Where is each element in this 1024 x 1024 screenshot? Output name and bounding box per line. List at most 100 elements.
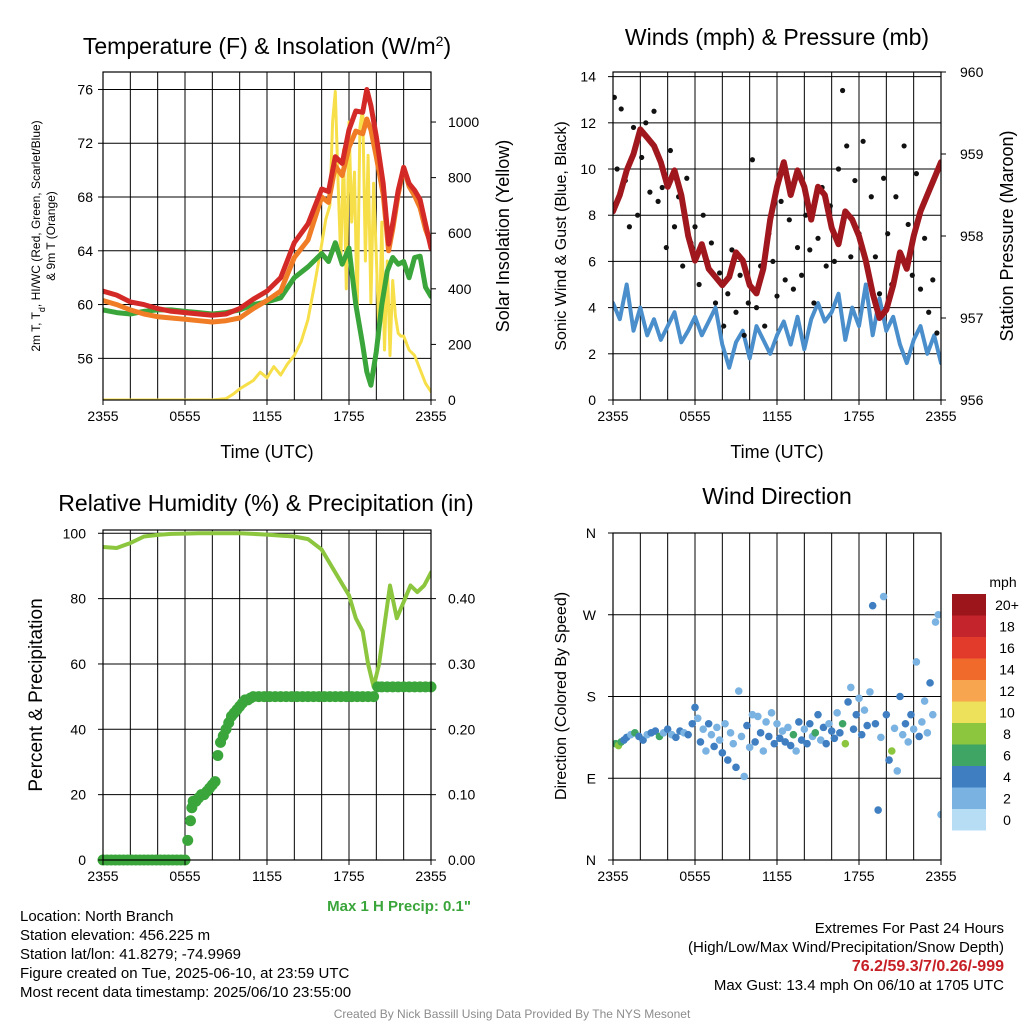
y-tick-label: 60 — [77, 297, 93, 313]
direction-point — [904, 738, 912, 746]
gust-point — [881, 175, 887, 181]
station-location: Location: North Branch — [20, 908, 174, 925]
legend-swatch — [952, 787, 986, 809]
direction-point — [816, 736, 825, 744]
gust-point — [614, 166, 620, 172]
y-tick-label: 40 — [70, 721, 86, 737]
direction-point — [931, 618, 940, 626]
y-tick-label: N — [586, 525, 596, 541]
direction-point — [844, 698, 852, 706]
y-tick-label: 0 — [588, 392, 596, 408]
legend-label: 2 — [1003, 790, 1011, 806]
y-tick-label: 56 — [77, 350, 93, 366]
y-tick-label: 14 — [580, 69, 596, 85]
y-tick-label: 100 — [63, 525, 87, 541]
y-tick-label: 68 — [77, 189, 93, 205]
y-tick-label: 10 — [580, 161, 596, 177]
y2-tick-label: 1000 — [448, 114, 479, 130]
y2-tick-label: 200 — [448, 336, 472, 352]
legend-swatch — [952, 594, 986, 616]
gust-point — [753, 305, 760, 311]
gust-point — [844, 143, 850, 149]
direction-point — [707, 730, 716, 739]
gust-point — [860, 138, 866, 144]
y-tick-label: W — [583, 607, 597, 623]
direction-point — [767, 709, 776, 717]
direction-point — [696, 738, 705, 746]
y-tick-label: 64 — [77, 243, 93, 259]
direction-point — [713, 723, 721, 732]
precip-point — [184, 815, 196, 827]
legend-label: 0 — [1003, 812, 1011, 828]
y-tick-label: 76 — [77, 81, 93, 97]
direction-point — [893, 767, 902, 775]
direction-point — [915, 732, 923, 741]
direction-point — [822, 739, 830, 748]
gust-point — [717, 270, 723, 276]
y-tick-label: 12 — [580, 115, 596, 131]
chart-title: Winds (mph) & Pressure (mb) — [625, 24, 929, 50]
y2-tick-label: 958 — [960, 228, 984, 244]
direction-point — [811, 729, 820, 737]
legend-label: 4 — [1003, 769, 1011, 785]
y-tick-label: 60 — [70, 656, 86, 672]
direction-point — [827, 727, 836, 735]
humidity-precip-panel: 0 20 40 60 80 100 0.00 0.10 0.20 0.30 0.40 2355 0555… — [26, 490, 475, 915]
wind-pressure-panel: 0 2 4 6 8 10 12 14 956 957 958 959 960 2355 0555 1155 17… — [553, 24, 1017, 462]
gust-point — [737, 272, 743, 278]
y2-tick-label: 0 — [448, 392, 456, 408]
chart-title: Relative Humidity (%) & Precipitation (i… — [58, 490, 473, 516]
direction-point — [912, 658, 921, 666]
direction-point — [819, 723, 828, 732]
gust-point — [811, 300, 817, 306]
direction-point — [825, 719, 833, 728]
humidity-series — [103, 531, 431, 689]
x-tick-label: 2355 — [415, 408, 446, 424]
direction-point — [863, 721, 871, 730]
direction-point — [718, 749, 727, 757]
direction-point — [852, 710, 861, 719]
direction-point — [841, 739, 850, 748]
gust-point — [712, 300, 719, 306]
gust-point — [905, 221, 911, 228]
gust-point — [663, 244, 669, 251]
gust-point — [626, 224, 633, 230]
y2-tick-label: 960 — [960, 64, 984, 80]
direction-point — [789, 730, 798, 739]
gust-point — [762, 323, 768, 329]
x-tick-label: 0555 — [679, 408, 710, 424]
legend-label: 18 — [999, 618, 1015, 634]
legend-swatch — [952, 723, 986, 745]
x-tick-label: 2355 — [87, 408, 118, 424]
gust-point — [917, 286, 924, 292]
direction-point — [773, 719, 781, 728]
x-tick-label: 0555 — [169, 868, 200, 884]
direction-point — [751, 738, 759, 746]
chart-title: Wind Direction — [702, 483, 852, 509]
direction-point — [770, 739, 779, 748]
legend-swatch — [952, 615, 986, 637]
gust-point — [721, 323, 727, 329]
y2-tick-label: 956 — [960, 392, 984, 408]
direction-point — [702, 747, 710, 755]
x-tick-label: 2355 — [597, 408, 628, 424]
direction-point — [765, 732, 773, 741]
y-axis-label: Direction (Colored By Speed) — [553, 592, 570, 800]
precip-point — [368, 691, 380, 703]
y-axis-label-rest: , HI/WC (Red, Green, Scarlet/Blue) — [29, 120, 43, 307]
direction-point — [929, 710, 937, 719]
y2-tick-label: 0.30 — [448, 656, 475, 672]
direction-point — [833, 709, 841, 717]
direction-point — [920, 697, 929, 705]
gust-point — [913, 171, 920, 177]
gust-point — [782, 277, 788, 283]
direction-point — [737, 732, 746, 741]
gust-point — [671, 224, 678, 230]
precip-point — [212, 749, 224, 761]
extremes-values: 76.2/59.3/7/0.26/-999 — [851, 958, 1004, 975]
direction-point — [868, 601, 877, 610]
station-info: Location: North Branch Station elevation… — [20, 907, 351, 1002]
direction-point — [745, 743, 754, 752]
legend-label: 6 — [1003, 747, 1011, 763]
direction-point — [756, 729, 765, 737]
